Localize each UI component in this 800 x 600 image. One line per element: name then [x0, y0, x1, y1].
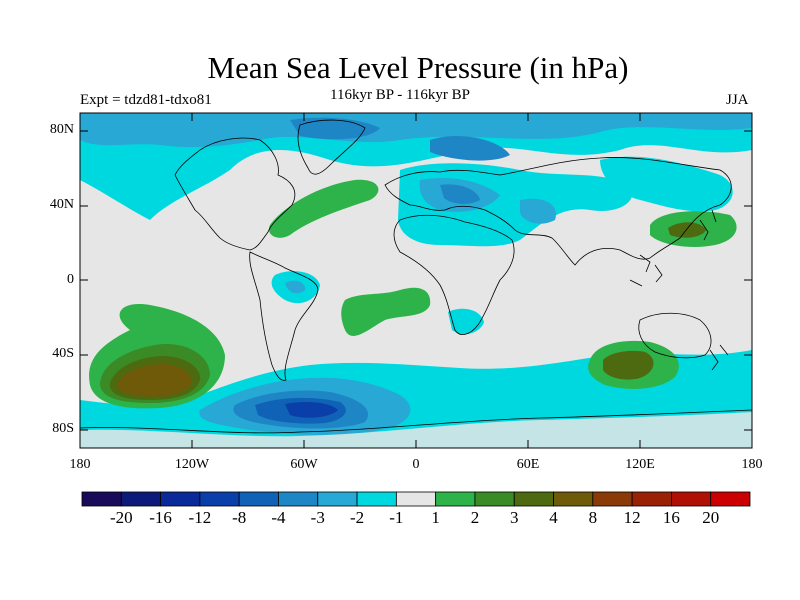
south-indian-positive-core [603, 350, 654, 380]
north-pacific-negative [600, 156, 733, 212]
lat-label-80n: 80N [49, 122, 74, 137]
arctic-negative-inner [80, 113, 752, 148]
lon-label-60e: 60E [516, 457, 540, 472]
colorbar-swatch [435, 491, 476, 507]
colorbar-swatch [474, 491, 515, 507]
colorbar-swatch [317, 491, 358, 507]
lon-label-180w: 180 [69, 457, 91, 472]
colorbar-label: -16 [149, 508, 172, 527]
colorbar-swatch [238, 491, 279, 507]
colorbar-swatch [631, 491, 672, 507]
colorbar-swatch [592, 491, 633, 507]
colorbar-label: -4 [271, 508, 286, 527]
lon-ticks [191, 113, 641, 448]
antarctic-region [80, 412, 752, 448]
period-label: 116kyr BP - 116kyr BP [330, 87, 471, 103]
eurasia-outline [384, 157, 732, 266]
nw-pacific-positive-core [668, 222, 706, 238]
lon-label-0: 0 [412, 457, 420, 472]
south-atlantic-positive [341, 287, 431, 336]
new-zealand-outline [709, 344, 729, 371]
lat-label-80s: 80S [52, 421, 74, 436]
lat-label-0: 0 [67, 272, 74, 287]
europe-negative-core [440, 184, 480, 204]
colorbar-swatch [120, 491, 161, 507]
colorbar-swatch [278, 491, 319, 507]
colorbar-label: 16 [662, 508, 680, 527]
lon-label-180e: 180 [741, 457, 763, 472]
colorbar-label: -2 [349, 508, 365, 527]
lon-label-120w: 120W [174, 457, 210, 472]
colorbar-label: -1 [389, 508, 404, 527]
colorbar-label: 20 [702, 508, 720, 527]
lon-label-120e: 120E [625, 457, 655, 472]
experiment-label: Expt = tdzd81-tdxo81 [80, 92, 212, 108]
colorbar-label: -8 [232, 508, 247, 527]
colorbar-label: 2 [470, 508, 480, 527]
south-pacific-positive-core [117, 364, 192, 397]
southern-ocean-negative-core [285, 402, 338, 418]
colorbar-swatch [710, 491, 751, 507]
colorbar-label: -20 [109, 508, 133, 527]
greenland-outline [297, 119, 366, 175]
map-plot [80, 113, 752, 448]
australia-outline [638, 312, 712, 359]
coastlines [80, 119, 752, 434]
south-america-negative-core [285, 280, 306, 294]
lat-ticks [80, 130, 752, 431]
season-label: JJA [726, 92, 749, 108]
lat-label-40n: 40N [49, 197, 74, 212]
colorbar-swatch [671, 491, 712, 507]
colorbar-label: 1 [431, 508, 440, 527]
colorbar-swatch [395, 491, 437, 507]
colorbar-label: 8 [588, 508, 598, 527]
japan-outline [699, 209, 717, 241]
north-atlantic-positive [268, 179, 379, 238]
colorbar-swatch [160, 491, 201, 507]
arctic-negative-core-west [290, 117, 380, 140]
south-america-outline [249, 251, 319, 381]
north-america-outline [174, 137, 296, 251]
map-title: Mean Sea Level Pressure (in hPa) [207, 50, 629, 85]
central-asia-negative [520, 198, 556, 224]
colorbar-swatch [199, 491, 240, 507]
africa-outline [393, 214, 515, 335]
antarctica-outline [80, 409, 752, 434]
lon-label-60w: 60W [290, 457, 318, 472]
colorbar [81, 491, 751, 507]
colorbar-label: 12 [623, 508, 641, 527]
colorbar-label: 3 [509, 508, 519, 527]
colorbar-swatch [81, 491, 122, 507]
colorbar-swatch [553, 491, 594, 507]
arctic-negative-core-east [430, 135, 510, 161]
colorbar-label: -12 [188, 508, 212, 527]
colorbar-label: 4 [549, 508, 558, 527]
colorbar-label: -3 [310, 508, 325, 527]
colorbar-swatch [513, 491, 554, 507]
colorbar-swatch [356, 491, 397, 507]
south-indian-negative [439, 375, 545, 399]
lat-label-40s: 40S [52, 346, 74, 361]
maritime-asia-outline [629, 254, 663, 287]
